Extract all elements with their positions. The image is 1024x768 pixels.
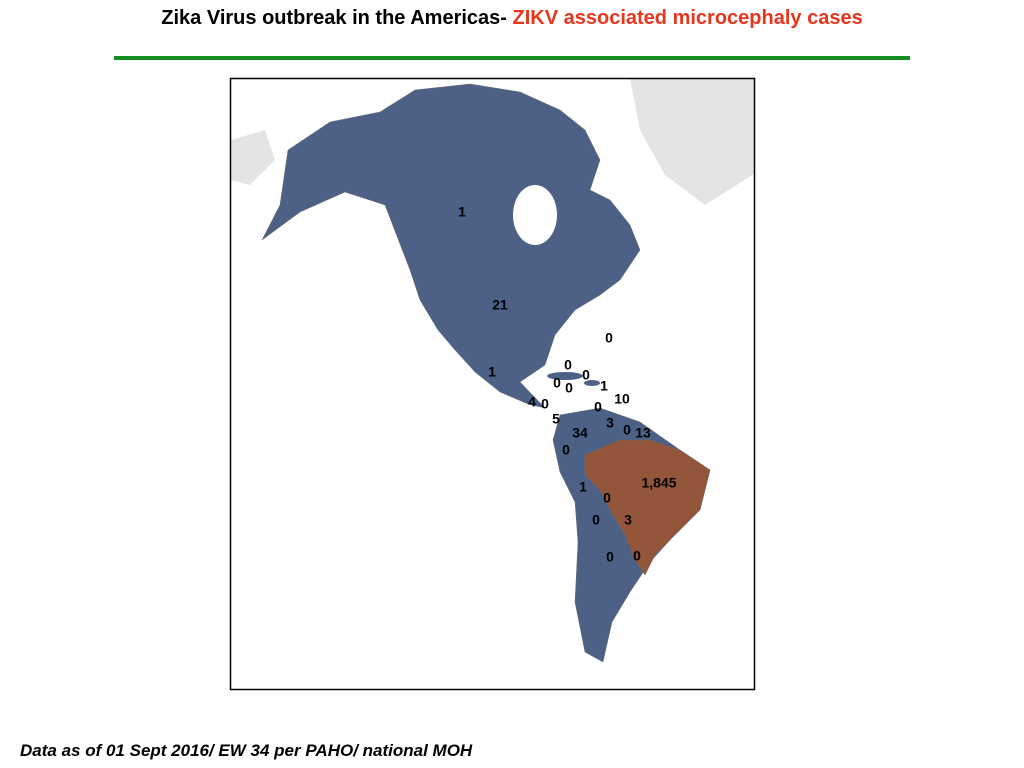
title-text: Zika Virus outbreak in the Americas-	[161, 7, 513, 29]
case-count: 1	[488, 364, 496, 380]
footnote: Data as of 01 Sept 2016/ EW 34 per PAHO/…	[20, 741, 473, 760]
russia	[231, 130, 275, 185]
title-highlight: ZIKV associated microcephaly cases	[512, 7, 863, 29]
case-count: 0	[605, 330, 613, 346]
case-count: 0	[623, 422, 631, 438]
cuba	[547, 372, 583, 380]
case-count: 21	[492, 297, 508, 313]
north-america	[261, 83, 641, 409]
greenland	[630, 79, 754, 205]
case-count: 13	[635, 425, 651, 441]
case-count: 0	[606, 549, 614, 565]
case-count: 0	[582, 367, 590, 383]
slide-title: Zika Virus outbreak in the Americas- ZIK…	[150, 4, 874, 32]
case-count: 3	[606, 415, 614, 431]
case-count: 1,845	[641, 475, 676, 491]
case-count: 0	[564, 357, 572, 373]
hudson-bay	[513, 185, 557, 245]
case-count: 4	[528, 394, 536, 410]
title-rule	[114, 56, 910, 60]
case-count: 0	[562, 442, 570, 458]
case-count: 1	[579, 479, 587, 495]
case-count: 0	[553, 375, 561, 391]
case-count: 0	[592, 512, 600, 528]
case-count: 5	[552, 411, 560, 427]
case-count: 1	[600, 378, 608, 394]
case-count: 0	[541, 396, 549, 412]
case-count: 0	[594, 399, 602, 415]
brazil	[584, 439, 711, 576]
case-count: 1	[458, 204, 466, 220]
case-count: 0	[603, 490, 611, 506]
hispaniola	[584, 380, 600, 386]
map-frame	[229, 77, 756, 691]
case-count: 3	[624, 512, 632, 528]
case-count: 0	[633, 548, 641, 564]
case-count: 10	[614, 391, 630, 407]
case-count: 0	[565, 380, 573, 396]
case-count: 34	[572, 425, 588, 441]
